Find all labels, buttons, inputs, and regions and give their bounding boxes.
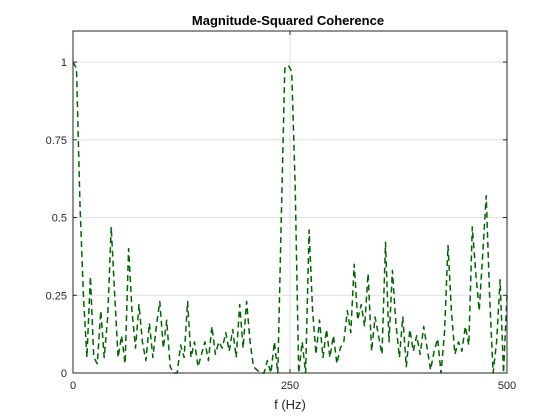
y-tick-label: 0.5 [52,213,67,225]
coherence-line [72,61,508,374]
y-tick-label: 0.25 [46,290,67,302]
x-tick-label: 500 [498,380,516,392]
y-tick-label: 0 [61,368,67,380]
x-axis-label: f (Hz) [274,397,306,412]
chart-title: Magnitude-Squared Coherence [192,13,384,28]
x-tick-label: 0 [70,380,76,392]
plot-area [72,61,508,374]
y-tick-label: 1 [61,57,67,69]
x-tick-label: 250 [281,380,299,392]
grid [72,31,508,374]
y-tick-label: 0.75 [46,135,67,147]
ticks: 0 0.25 0.5 0.75 1 0 250 500 [46,31,516,392]
